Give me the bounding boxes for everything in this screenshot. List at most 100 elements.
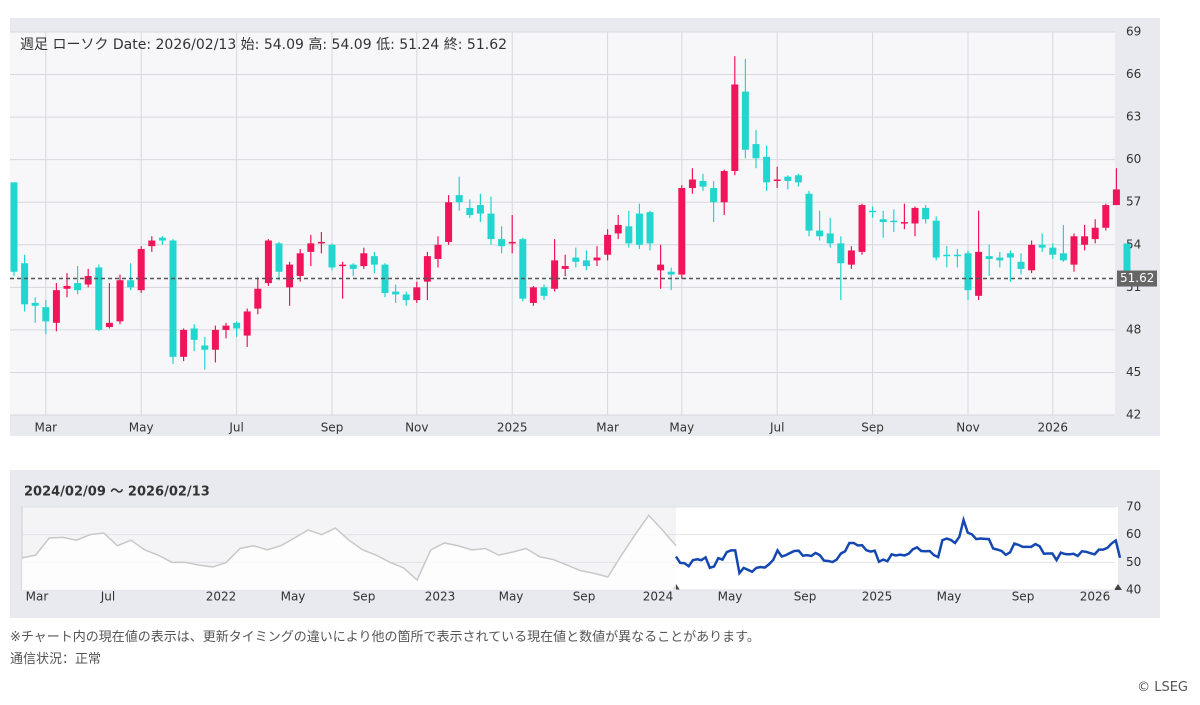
x-tick-label: 2025	[862, 590, 893, 604]
candle-body	[699, 180, 707, 187]
candle-body	[307, 243, 315, 252]
candle-body	[890, 220, 898, 223]
candle-body	[572, 257, 580, 262]
x-tick-label: Sep	[353, 590, 376, 604]
history-area	[22, 515, 676, 590]
selected-line	[674, 515, 1122, 577]
candle-body	[169, 240, 177, 357]
x-tick-label: May	[499, 590, 524, 604]
x-tick-label: Jul	[228, 421, 243, 435]
x-tick-label: 2023	[425, 590, 456, 604]
candle-body	[900, 222, 908, 224]
candle-body	[402, 294, 410, 301]
candle-body	[922, 207, 930, 220]
y-tick-label: 40	[1126, 583, 1141, 597]
candle-body	[858, 205, 866, 252]
candle-body	[21, 263, 29, 305]
candle-body	[317, 241, 325, 244]
candle-body	[233, 322, 241, 329]
candle-body	[254, 288, 262, 309]
candle-body	[996, 257, 1004, 261]
candle-body	[95, 267, 103, 330]
x-tick-label: Jul	[769, 421, 784, 435]
candle-body	[1112, 189, 1120, 206]
candle-body	[879, 219, 887, 223]
x-tick-label: May	[129, 421, 154, 435]
y-tick-label: 45	[1126, 365, 1141, 379]
candle-body	[741, 91, 749, 150]
y-tick-label: 66	[1126, 67, 1141, 81]
candle-body	[423, 256, 431, 282]
candle-body	[688, 179, 696, 189]
candle-body	[964, 253, 972, 291]
candle-body	[985, 256, 993, 259]
note: ※チャート内の現在値の表示は、更新タイミングの違いにより他の箇所で表示されている…	[10, 630, 760, 645]
candle-body	[582, 260, 590, 267]
y-tick-label: 69	[1126, 25, 1141, 39]
x-tick-label: May	[281, 590, 306, 604]
y-tick-label: 60	[1126, 152, 1141, 166]
candle-body	[201, 345, 209, 350]
candle-body	[455, 195, 463, 203]
x-tick-label: 2026	[1038, 421, 1069, 435]
candle-body	[943, 254, 951, 257]
candle-body	[731, 84, 739, 172]
candle-body	[519, 239, 527, 299]
y-tick-label: 70	[1126, 500, 1141, 514]
candle-body	[498, 239, 506, 247]
candle-body	[52, 290, 60, 323]
candle-body	[286, 264, 294, 288]
candle-body	[975, 251, 983, 296]
candle-body	[264, 240, 272, 284]
navigator-selection	[676, 507, 1118, 590]
candle-body	[349, 264, 357, 269]
current-value-box	[1117, 270, 1157, 287]
candle-body	[837, 243, 845, 264]
chart-title: 週足 ローソク Date: 2026/02/13 始: 54.09 高: 54.…	[20, 36, 507, 53]
candle-body	[794, 175, 802, 183]
candle-body	[604, 234, 612, 255]
x-tick-label: 2026	[1080, 590, 1111, 604]
candle-body	[10, 182, 18, 272]
x-tick-label: May	[669, 421, 694, 435]
x-tick-label: Sep	[794, 590, 817, 604]
candle-body	[190, 328, 198, 340]
candle-body	[763, 156, 771, 183]
candle-body	[148, 240, 156, 247]
candle-body	[1123, 243, 1131, 279]
candle-body	[657, 264, 665, 271]
x-tick-label: Sep	[861, 421, 884, 435]
x-tick-label: May	[718, 590, 743, 604]
candle-body	[275, 243, 283, 272]
candle-body	[434, 244, 442, 259]
candle-body	[476, 205, 484, 214]
candle-body	[1059, 253, 1067, 261]
candle-body	[487, 213, 495, 240]
candle-body	[667, 271, 675, 275]
candle-body	[784, 176, 792, 181]
candle-body	[413, 287, 421, 301]
candle-body	[720, 171, 728, 203]
x-tick-label: Nov	[956, 421, 979, 435]
candle-body	[1081, 236, 1089, 245]
candle-body	[911, 207, 919, 224]
candle-body	[42, 307, 50, 322]
candle-body	[243, 311, 251, 336]
candle-body	[222, 325, 230, 330]
candle-body	[466, 207, 474, 215]
y-tick-label: 57	[1126, 195, 1141, 209]
candle-body	[551, 260, 559, 289]
candle-body	[805, 193, 813, 231]
candle-body	[932, 220, 940, 258]
x-tick-label: Nov	[405, 421, 428, 435]
candle-body	[826, 233, 834, 244]
candle-body	[561, 266, 569, 269]
candle-body	[31, 302, 39, 306]
x-tick-label: Mar	[596, 421, 619, 435]
candle-body	[370, 256, 378, 265]
x-tick-label: 2024	[643, 590, 674, 604]
candle-body	[360, 253, 368, 267]
candle-body	[296, 253, 304, 276]
candle-body	[105, 322, 113, 328]
